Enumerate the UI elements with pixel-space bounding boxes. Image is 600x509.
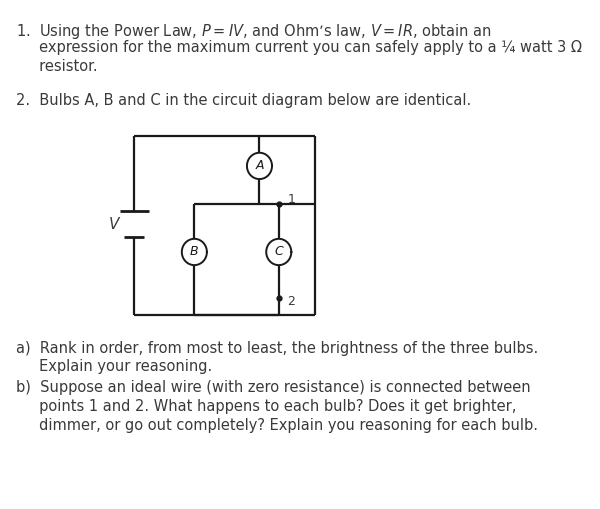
Text: V: V [109,217,119,232]
Text: resistor.: resistor. [16,59,97,74]
Text: 2.  Bulbs A, B and C in the circuit diagram below are identical.: 2. Bulbs A, B and C in the circuit diagr… [16,93,471,107]
Text: expression for the maximum current you can safely apply to a ¼ watt 3 Ω: expression for the maximum current you c… [16,40,582,55]
Text: 2: 2 [287,295,295,308]
Text: A: A [255,159,264,173]
Text: B: B [190,245,199,259]
Text: 1: 1 [287,193,295,206]
Text: b)  Suppose an ideal wire (with zero resistance) is connected between: b) Suppose an ideal wire (with zero resi… [16,380,530,395]
Text: C: C [274,245,283,259]
Text: Explain your reasoning.: Explain your reasoning. [16,359,212,374]
Text: points 1 and 2. What happens to each bulb? Does it get brighter,: points 1 and 2. What happens to each bul… [16,399,516,414]
Text: 1.  Using the Power Law, $P = IV$, and Ohm’s law, $V = IR$, obtain an: 1. Using the Power Law, $P = IV$, and Oh… [16,22,491,41]
Text: dimmer, or go out completely? Explain you reasoning for each bulb.: dimmer, or go out completely? Explain yo… [16,417,538,433]
Text: a)  Rank in order, from most to least, the brightness of the three bulbs.: a) Rank in order, from most to least, th… [16,341,538,356]
